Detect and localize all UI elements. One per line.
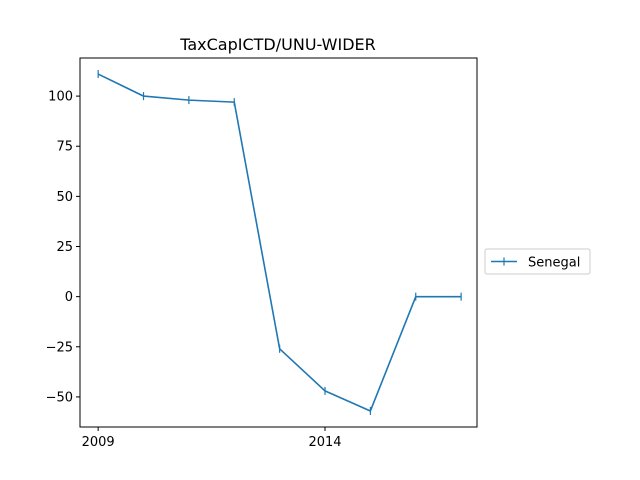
y-tick-label: 100 xyxy=(48,90,73,105)
plot-area xyxy=(80,58,477,427)
series-layer xyxy=(97,70,462,415)
y-axis: −50 −25 0 25 50 75 100 xyxy=(46,90,80,405)
x-tick-label: 2014 xyxy=(308,435,341,450)
y-tick-label: 75 xyxy=(56,140,73,155)
chart-title: TaxCapICTD/UNU-WIDER xyxy=(179,35,376,54)
plot-frame xyxy=(79,57,478,428)
x-tick-label: 2009 xyxy=(82,435,115,450)
y-tick-label: −50 xyxy=(46,390,73,405)
y-tick-label: 25 xyxy=(56,240,73,255)
y-tick-label: 50 xyxy=(56,190,73,205)
legend-label: Senegal xyxy=(528,256,580,271)
y-tick-label: 0 xyxy=(65,290,73,305)
y-tick-label: −25 xyxy=(46,340,73,355)
plot-background xyxy=(80,58,477,427)
legend-box xyxy=(484,248,591,275)
x-axis: 2009 2014 xyxy=(82,427,342,450)
legend: Senegal xyxy=(484,248,591,275)
